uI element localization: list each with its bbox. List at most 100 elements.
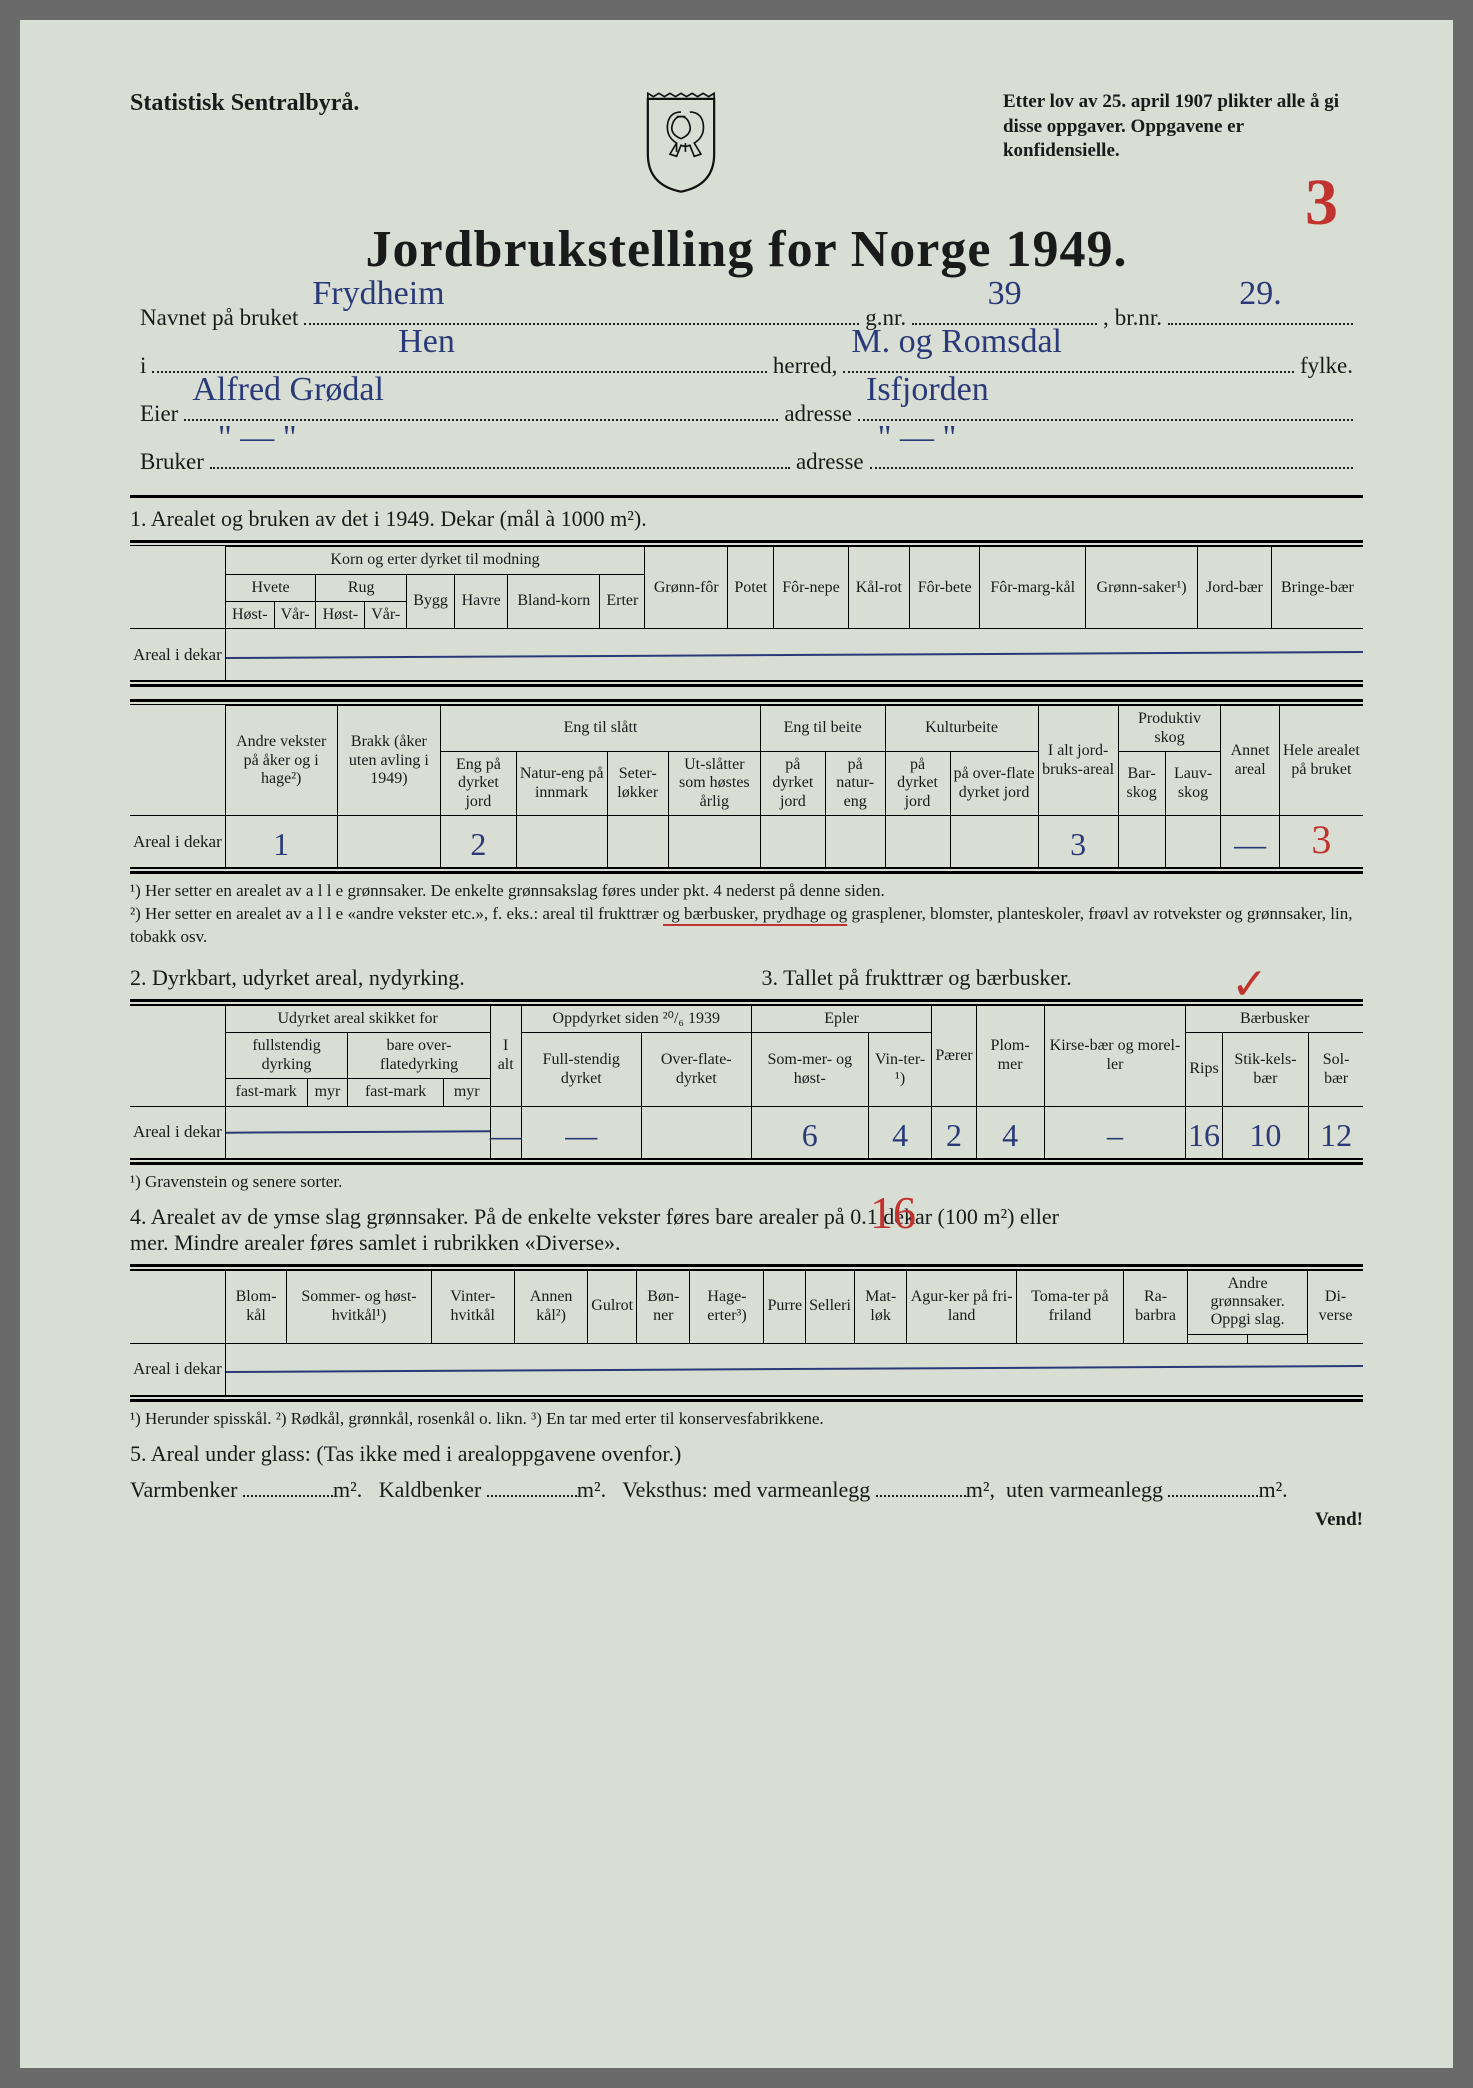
th-matlok: Mat-løk bbox=[854, 1270, 907, 1343]
th-kb-dyrket: på dyrket jord bbox=[885, 752, 950, 816]
th-rips: Rips bbox=[1186, 1033, 1222, 1106]
red-annotation-16: 16 bbox=[870, 1186, 916, 1239]
foot2a: ²) Her setter en arealet av a l l e «and… bbox=[130, 904, 659, 923]
th-erter: Erter bbox=[600, 574, 645, 629]
th-udyrket: Udyrket areal skikket for bbox=[225, 1006, 490, 1033]
th-host1: Høst- bbox=[225, 601, 274, 628]
th-gronnsaker: Grønn-saker¹) bbox=[1086, 547, 1198, 629]
rowlabel-4: Areal i dekar bbox=[130, 1343, 225, 1395]
rowlabel-1a: Areal i dekar bbox=[130, 629, 225, 681]
th-blandkorn: Bland-korn bbox=[508, 574, 600, 629]
th-vinterhvit: Vinter-hvitkål bbox=[431, 1270, 514, 1343]
label-adresse: adresse bbox=[784, 392, 852, 437]
th-kb-overfl: på over-flate dyrket jord bbox=[950, 752, 1038, 816]
foot1: ¹) Her setter en arealet av a l l e grøn… bbox=[130, 880, 1363, 903]
th-natureng: Natur-eng på innmark bbox=[516, 752, 607, 816]
sec4-title: 16 4. Arealet av de ymse slag grønnsaker… bbox=[130, 1204, 1363, 1256]
th-rabarbra: Ra-barbra bbox=[1123, 1270, 1187, 1343]
val-andre: 1 bbox=[273, 826, 289, 863]
sec4-title-a: 4. Arealet av de ymse slag grønnsaker. P… bbox=[130, 1204, 1059, 1229]
th-var1: Vår- bbox=[274, 601, 316, 628]
v-dash-ialt: — bbox=[490, 1117, 522, 1154]
th-hageerter: Hage-erter³) bbox=[690, 1270, 764, 1343]
th-korn: Korn og erter dyrket til modning bbox=[225, 547, 645, 574]
th-ialt: I alt jord-bruks-areal bbox=[1038, 706, 1118, 816]
field-block: Navnet på bruket Frydheim g.nr. 39 , br.… bbox=[130, 293, 1363, 485]
red-checkmark: ✓ bbox=[1231, 959, 1268, 1010]
divider bbox=[130, 495, 1363, 498]
label-navnet: Navnet på bruket bbox=[140, 296, 298, 341]
th-annenkal: Annen kål²) bbox=[514, 1270, 587, 1343]
th-m2: myr bbox=[443, 1079, 490, 1106]
th-havre: Havre bbox=[455, 574, 508, 629]
v-dash-f: — bbox=[565, 1117, 597, 1154]
th-m1: myr bbox=[307, 1079, 348, 1106]
th-solbaer: Sol-bær bbox=[1309, 1033, 1363, 1106]
sec5-title: 5. Areal under glass: (Tas ikke med i ar… bbox=[130, 1441, 1363, 1467]
th-prodskog: Produktiv skog bbox=[1118, 706, 1221, 752]
th-eb-dyrket: på dyrket jord bbox=[760, 752, 825, 816]
th-lauvskog: Lauv-skog bbox=[1165, 752, 1221, 816]
th-kalrot: Kål-rot bbox=[848, 547, 909, 629]
th-blomkal: Blom-kål bbox=[225, 1270, 287, 1343]
th-engdyrket: Eng på dyrket jord bbox=[441, 752, 516, 816]
label-adresse2: adresse bbox=[796, 440, 864, 485]
v-vinter: 4 bbox=[892, 1117, 908, 1154]
label-brnr: br.nr. bbox=[1115, 296, 1162, 341]
th-stikkels: Stik-kels-bær bbox=[1222, 1033, 1309, 1106]
sec4-table: Blom-kål Sommer- og høst-hvitkål¹) Vinte… bbox=[130, 1270, 1363, 1396]
strike-line-4 bbox=[226, 1368, 1363, 1370]
th-potet: Potet bbox=[728, 547, 774, 629]
th-plommer: Plom-mer bbox=[976, 1006, 1044, 1107]
th-host2: Høst- bbox=[316, 601, 365, 628]
th-purre: Purre bbox=[764, 1270, 806, 1343]
sec23-table: Udyrket areal skikket for I alt Oppdyrke… bbox=[130, 1005, 1363, 1159]
v-kirse: – bbox=[1107, 1117, 1123, 1154]
val-ialt: 3 bbox=[1070, 826, 1086, 863]
label-i: i bbox=[140, 344, 146, 389]
th-seter: Seter-løkker bbox=[607, 752, 668, 816]
th-andre: Andre vekster på åker og i hage²) bbox=[225, 706, 337, 816]
th-fm2: fast-mark bbox=[348, 1079, 443, 1106]
sec1-table-b: Andre vekster på åker og i hage²) Brakk … bbox=[130, 705, 1363, 868]
v-paerer: 2 bbox=[946, 1117, 962, 1154]
sec3-foot: ¹) Gravenstein og senere sorter. bbox=[130, 1171, 1363, 1194]
sec4-foot: ¹) Herunder spisskål. ²) Rødkål, grønnkå… bbox=[130, 1408, 1363, 1431]
sec1-footnotes: ¹) Her setter en arealet av a l l e grøn… bbox=[130, 880, 1363, 949]
th-kirse: Kirse-bær og morel-ler bbox=[1044, 1006, 1186, 1107]
th-forbete: Fôr-bete bbox=[910, 547, 980, 629]
rowlabel-23: Areal i dekar bbox=[130, 1106, 225, 1158]
th-utslatter: Ut-slåtter som høstes årlig bbox=[668, 752, 760, 816]
label-bruker: Bruker bbox=[140, 440, 204, 485]
l-varm: Varmbenker bbox=[130, 1477, 238, 1502]
sec2-title: 2. Dyrkbart, udyrket areal, nydyrking. bbox=[130, 965, 732, 991]
m2-1: m². bbox=[333, 1477, 362, 1502]
th-bonner: Bøn-ner bbox=[637, 1270, 690, 1343]
v-stikkels: 10 bbox=[1249, 1117, 1281, 1154]
l-kald: Kaldbenker bbox=[379, 1477, 482, 1502]
sec1-title: 1. Arealet og bruken av det i 1949. Deka… bbox=[130, 506, 1363, 532]
th-bygg: Bygg bbox=[406, 574, 454, 629]
strike-line bbox=[226, 654, 1363, 656]
th-oppdyrket: Oppdyrket siden ²⁰/₆ 1939 bbox=[521, 1006, 751, 1033]
th-vinter: Vin-ter-¹) bbox=[868, 1033, 931, 1106]
th-formargkal: Fôr-marg-kål bbox=[980, 547, 1086, 629]
th-brakk: Brakk (åker uten avling i 1949) bbox=[337, 706, 441, 816]
val-i: Hen bbox=[398, 309, 455, 375]
v-plommer: 4 bbox=[1002, 1117, 1018, 1154]
th-gulrot: Gulrot bbox=[588, 1270, 637, 1343]
th-full: Full-stendig dyrket bbox=[521, 1033, 641, 1106]
th-hele: Hele arealet på bruket bbox=[1279, 706, 1363, 816]
rowlabel-1b: Areal i dekar bbox=[130, 816, 225, 868]
val-bruker: " — " bbox=[218, 405, 297, 471]
v-sommer: 6 bbox=[802, 1117, 818, 1154]
th-eb-natur: på natur-eng bbox=[825, 752, 885, 816]
l-vekst: Veksthus: med varmeanlegg bbox=[622, 1477, 870, 1502]
th-epler: Epler bbox=[751, 1006, 932, 1033]
th-fm1: fast-mark bbox=[225, 1079, 307, 1106]
header-row: Statistisk Sentralbyrå. Etter lov av 25.… bbox=[130, 90, 1363, 200]
label-eier: Eier bbox=[140, 392, 178, 437]
org-name: Statistisk Sentralbyrå. bbox=[130, 90, 359, 117]
th-ialt2: I alt bbox=[490, 1006, 521, 1107]
foot2-red: og bærbusker, prydhage og bbox=[663, 904, 847, 926]
